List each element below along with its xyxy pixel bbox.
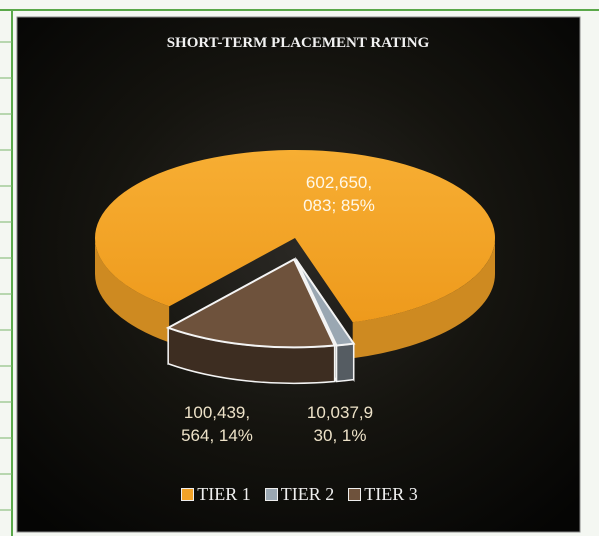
data-label: 10,037,930, 1% xyxy=(306,403,374,445)
legend-item: TIER 2 xyxy=(264,484,335,505)
slice-side xyxy=(95,238,170,343)
legend-label: TIER 2 xyxy=(280,484,335,504)
legend: TIER 1 TIER 2 TIER 3 xyxy=(0,484,599,505)
legend-swatch xyxy=(348,488,362,501)
legend-swatch xyxy=(264,488,278,501)
data-label: 100,439,564, 14% xyxy=(181,403,253,445)
data-label: 602,650,083; 85% xyxy=(303,173,375,215)
legend-swatch xyxy=(181,488,195,501)
sheet-grid xyxy=(0,9,599,536)
slice-side xyxy=(352,238,495,359)
pie xyxy=(94,149,495,385)
slice-side xyxy=(335,342,355,383)
slice xyxy=(165,257,337,349)
slice xyxy=(295,258,356,347)
chart-title: SHORT-TERM PLACEMENT RATING xyxy=(167,35,430,51)
legend-item: TIER 1 xyxy=(181,484,251,505)
legend-item: TIER 3 xyxy=(348,484,418,505)
legend-label: TIER 3 xyxy=(364,484,418,504)
legend-label: TIER 1 xyxy=(197,484,251,504)
slice xyxy=(94,149,495,323)
